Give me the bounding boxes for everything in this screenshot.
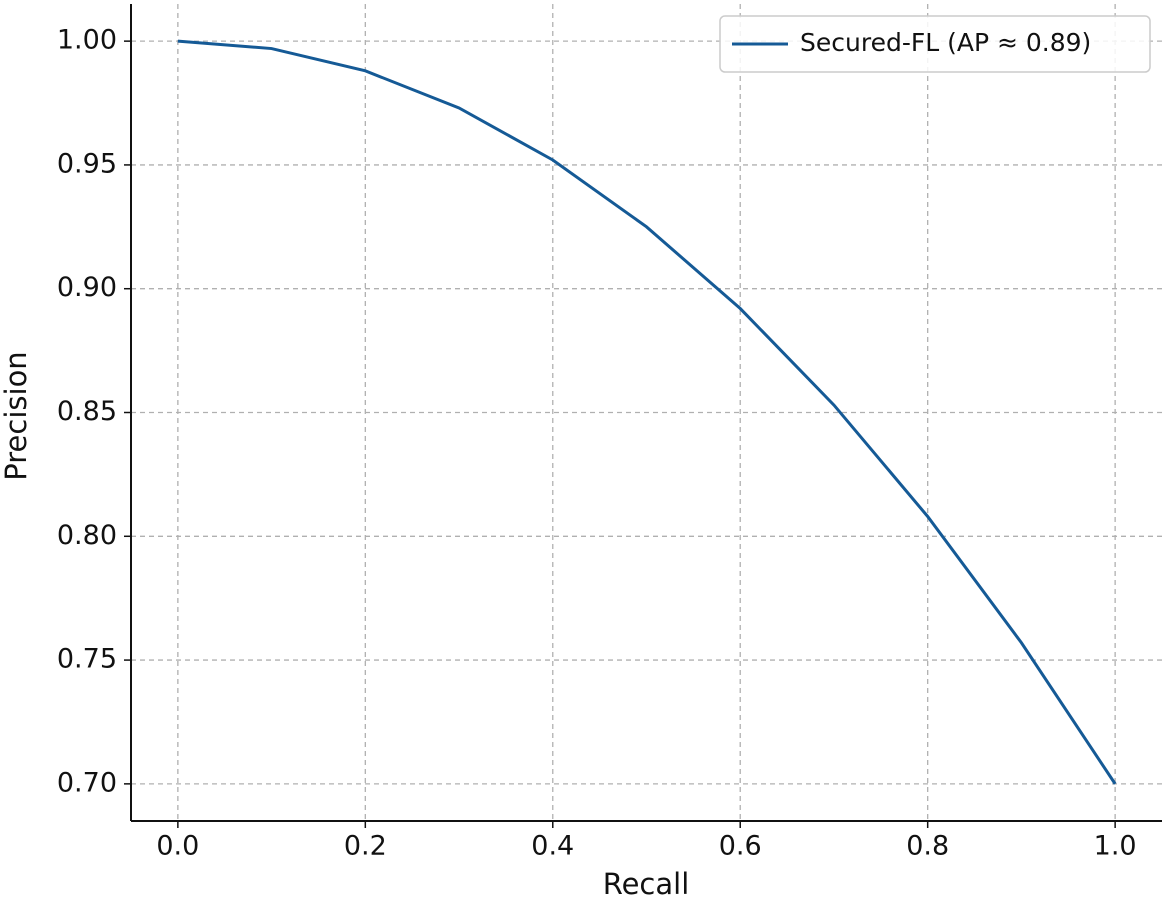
y-tick-label: 0.95 bbox=[57, 148, 117, 179]
y-tick-label: 0.85 bbox=[57, 396, 117, 427]
legend-label: Secured-FL (AP ≈ 0.89) bbox=[800, 28, 1091, 57]
x-tick-label: 0.0 bbox=[156, 831, 199, 862]
x-tick-label: 0.8 bbox=[906, 831, 949, 862]
y-tick-label: 0.75 bbox=[57, 644, 117, 675]
y-axis-label: Precision bbox=[0, 351, 33, 480]
y-tick-label: 0.70 bbox=[57, 767, 117, 798]
line bbox=[177, 39, 1117, 785]
y-tick-label: 1.00 bbox=[57, 25, 117, 56]
y-tick-label: 0.80 bbox=[57, 520, 117, 551]
y-tick-label: 0.90 bbox=[57, 272, 117, 303]
x-tick-label: 0.6 bbox=[719, 831, 762, 862]
x-tick-label: 0.4 bbox=[531, 831, 574, 862]
x-tick-label: 1.0 bbox=[1094, 831, 1137, 862]
x-axis-label: Recall bbox=[603, 867, 690, 901]
legend-box bbox=[719, 15, 1151, 73]
x-tick-label: 0.2 bbox=[344, 831, 387, 862]
